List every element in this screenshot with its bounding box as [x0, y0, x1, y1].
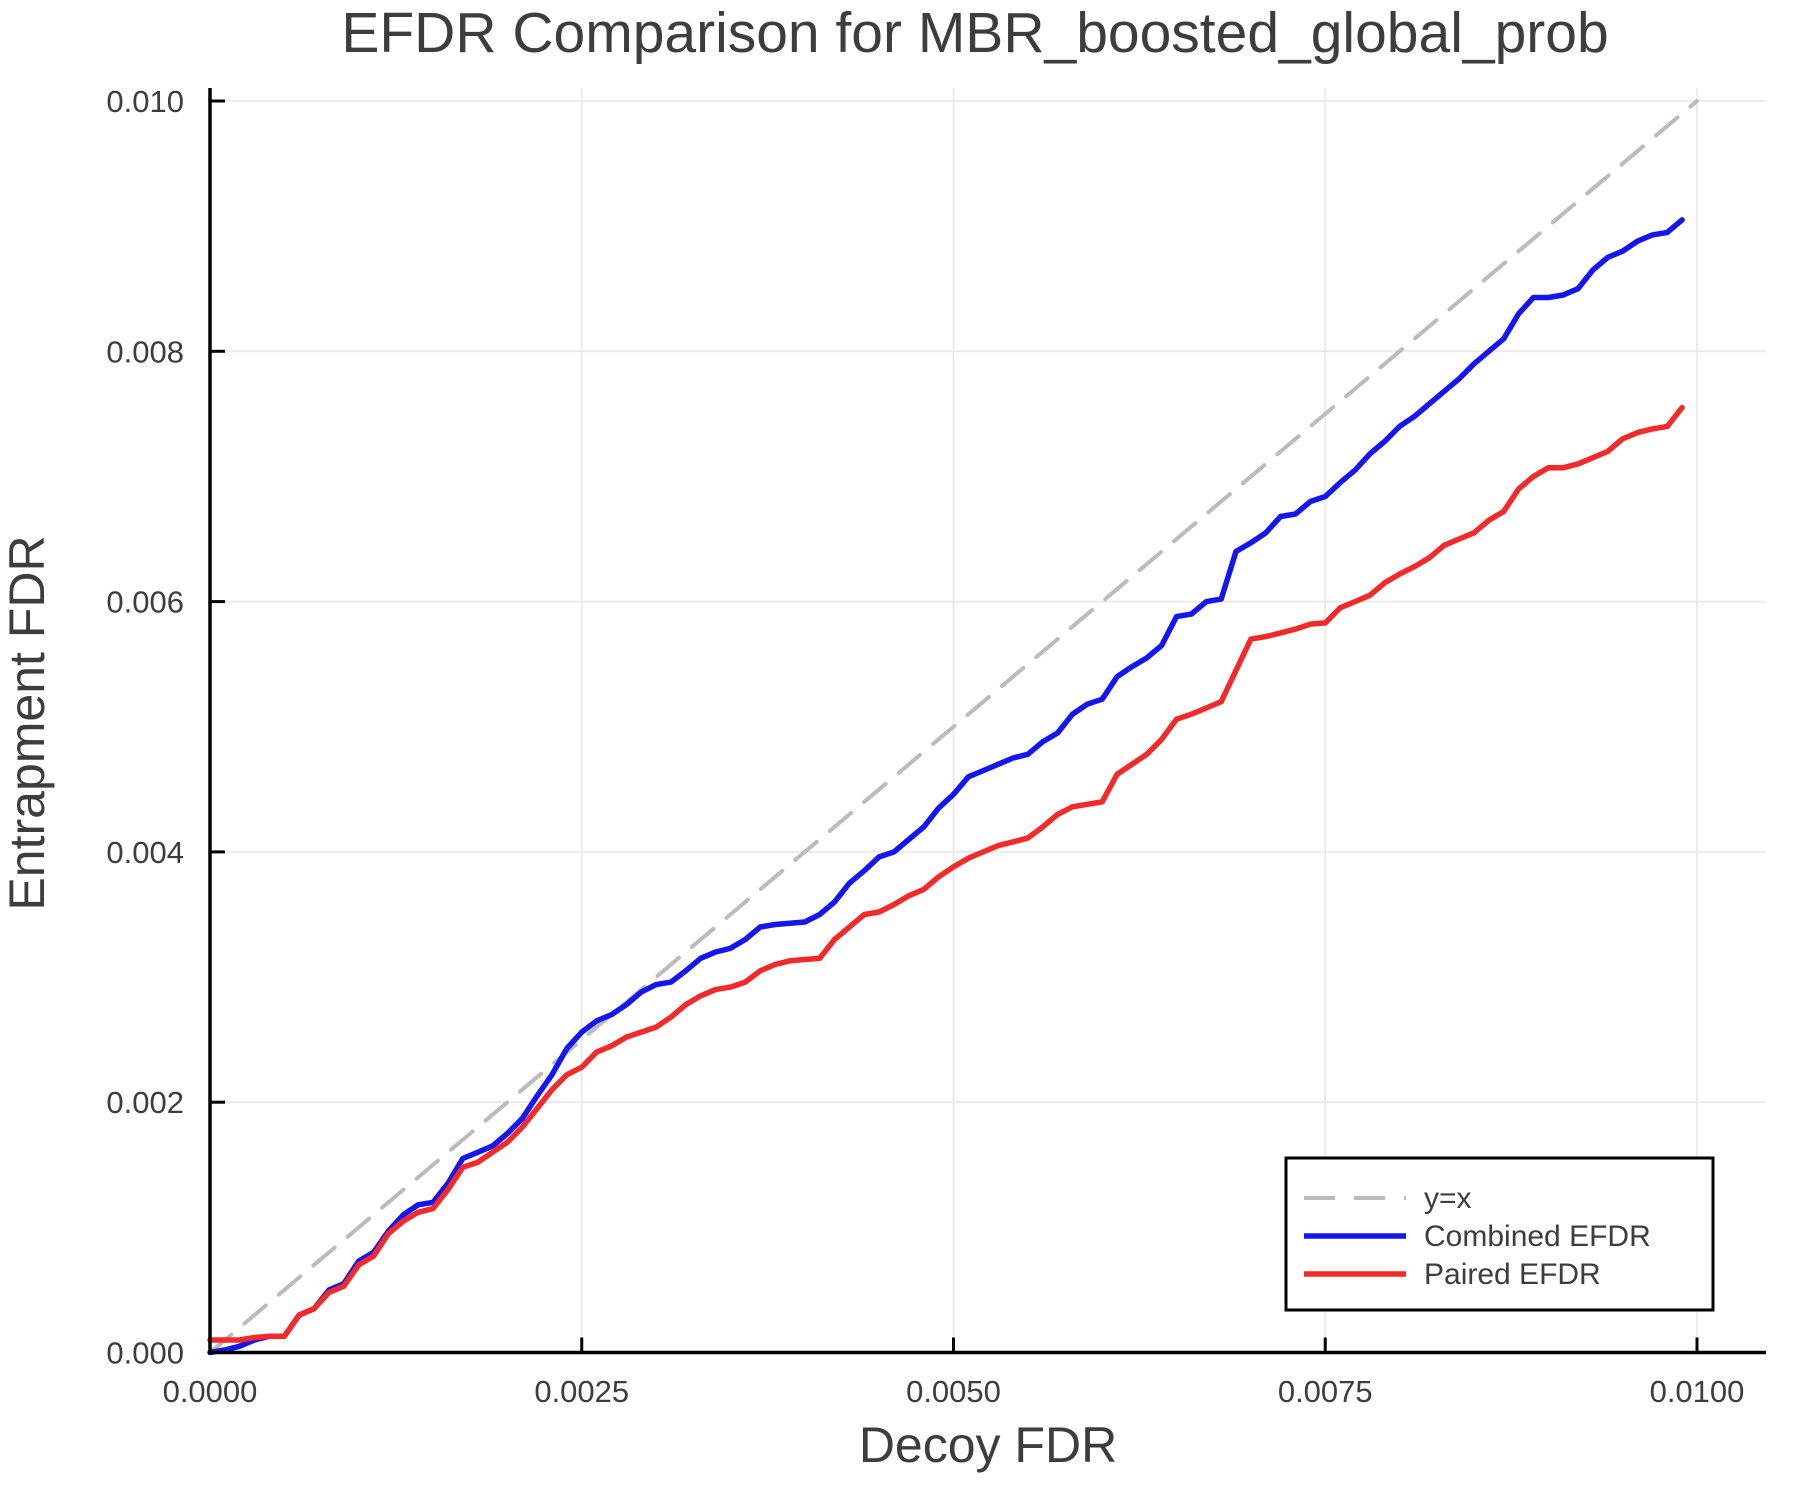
y-tick-label: 0.006: [106, 585, 184, 620]
x-tick-label: 0.0000: [163, 1374, 258, 1409]
x-axis-label: Decoy FDR: [859, 1417, 1117, 1473]
y-tick-label: 0.002: [106, 1085, 184, 1120]
x-tick-label: 0.0100: [1650, 1374, 1745, 1409]
series-line-y-x: [208, 99, 1699, 1355]
legend: y=x Combined EFDR Paired EFDR: [1284, 1156, 1715, 1312]
legend-label-combined-efdr: Combined EFDR: [1424, 1220, 1651, 1253]
y-tick-label: 0.010: [106, 84, 184, 119]
x-tick-label: 0.0075: [1278, 1374, 1373, 1409]
x-tick-label: 0.0025: [534, 1374, 629, 1409]
x-tick-label: 0.0050: [906, 1374, 1001, 1409]
legend-label-paired-efdr: Paired EFDR: [1424, 1258, 1601, 1291]
series-lines: [207, 99, 1699, 1356]
y-tick-label: 0.000: [106, 1336, 184, 1371]
y-axis-label: Entrapment FDR: [0, 535, 55, 910]
axes: [208, 88, 1766, 1355]
tick-labels: 0.0000 0.0025 0.0050 0.0075 0.0100 0.000 0.002…: [106, 84, 1744, 1409]
series-line-combined-efdr: [207, 217, 1685, 1356]
y-tick-label: 0.004: [106, 835, 184, 870]
legend-label-y-x: y=x: [1424, 1182, 1472, 1215]
chart-title: EFDR Comparison for MBR_boosted_global_p…: [341, 1, 1608, 65]
y-tick-label: 0.008: [106, 334, 184, 369]
series-line-paired-efdr: [207, 404, 1685, 1343]
